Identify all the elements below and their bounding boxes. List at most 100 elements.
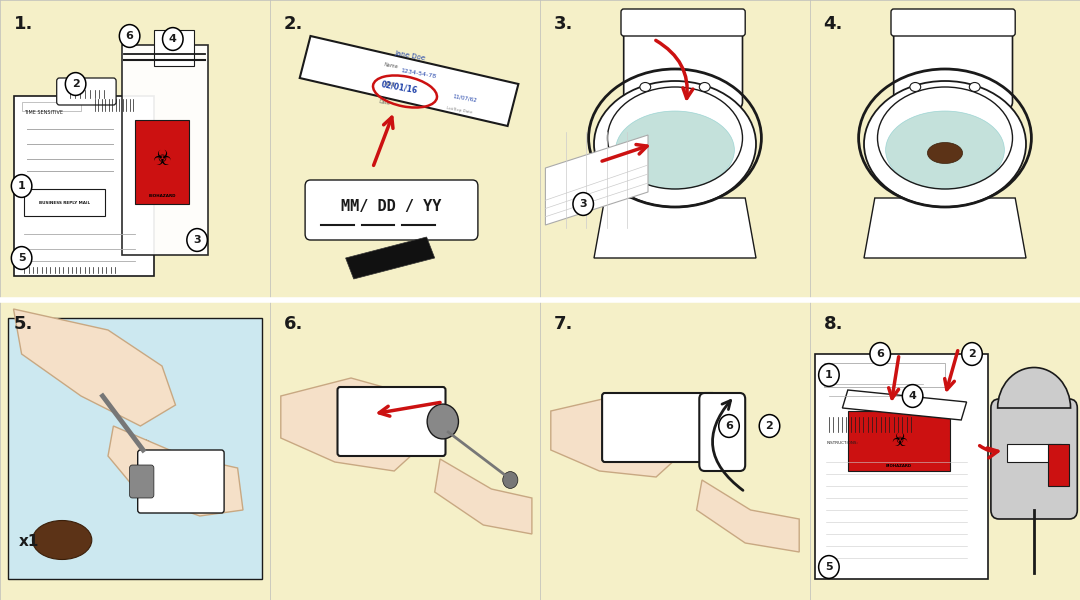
FancyBboxPatch shape	[135, 120, 189, 204]
FancyBboxPatch shape	[1048, 444, 1069, 486]
Text: MM/ DD / YY: MM/ DD / YY	[341, 199, 442, 214]
Text: ☣: ☣	[891, 432, 907, 450]
Text: 02/01/16: 02/01/16	[380, 80, 419, 95]
Polygon shape	[346, 237, 434, 279]
Text: 7.: 7.	[554, 315, 572, 333]
Text: 3: 3	[193, 235, 201, 245]
Circle shape	[12, 175, 32, 197]
Text: 1.: 1.	[13, 15, 32, 33]
Circle shape	[12, 247, 32, 269]
Text: x1: x1	[19, 534, 39, 549]
Text: TIME SENSITIVE: TIME SENSITIVE	[25, 110, 64, 115]
Text: BUSINESS REPLY MAIL: BUSINESS REPLY MAIL	[39, 200, 91, 205]
Text: 6: 6	[876, 349, 885, 359]
Ellipse shape	[886, 111, 1004, 189]
Polygon shape	[594, 198, 756, 258]
Circle shape	[870, 343, 890, 365]
Polygon shape	[13, 309, 175, 426]
Polygon shape	[697, 480, 799, 552]
Text: 4: 4	[168, 34, 177, 44]
Circle shape	[187, 229, 207, 251]
Circle shape	[962, 343, 983, 365]
Text: 8.: 8.	[824, 315, 843, 333]
Text: 4.: 4.	[824, 15, 842, 33]
Text: 1: 1	[17, 181, 26, 191]
Circle shape	[119, 25, 140, 47]
Text: BIOHAZARD: BIOHAZARD	[148, 194, 176, 198]
Circle shape	[66, 73, 86, 95]
Text: 2.: 2.	[283, 15, 302, 33]
FancyBboxPatch shape	[824, 363, 945, 387]
Text: 5: 5	[17, 253, 26, 263]
FancyBboxPatch shape	[56, 78, 117, 105]
Text: 6: 6	[125, 31, 134, 41]
Text: 1: 1	[825, 370, 833, 380]
FancyBboxPatch shape	[991, 399, 1077, 519]
FancyBboxPatch shape	[621, 9, 745, 36]
Text: 1234-54-78: 1234-54-78	[401, 68, 436, 79]
Text: 3: 3	[579, 199, 588, 209]
Text: BIOHAZARD: BIOHAZARD	[886, 464, 913, 468]
Text: 5: 5	[825, 562, 833, 572]
FancyBboxPatch shape	[13, 96, 154, 276]
Circle shape	[719, 415, 739, 437]
Polygon shape	[434, 459, 531, 534]
Text: 3.: 3.	[554, 15, 572, 33]
FancyBboxPatch shape	[815, 354, 988, 579]
Text: Jane Doe: Jane Doe	[394, 50, 427, 61]
FancyBboxPatch shape	[624, 18, 743, 108]
FancyBboxPatch shape	[25, 189, 106, 216]
Text: 2: 2	[71, 79, 80, 89]
FancyBboxPatch shape	[22, 102, 81, 111]
Text: 6: 6	[725, 421, 733, 431]
Circle shape	[573, 193, 594, 215]
FancyBboxPatch shape	[153, 30, 194, 66]
Polygon shape	[551, 396, 686, 477]
FancyBboxPatch shape	[603, 393, 715, 462]
Ellipse shape	[616, 111, 734, 189]
Text: MRN: MRN	[383, 81, 395, 88]
Text: Lot/Exp Date: Lot/Exp Date	[446, 106, 472, 115]
FancyBboxPatch shape	[130, 465, 153, 498]
Text: INSTRUCTIONS:: INSTRUCTIONS:	[826, 441, 859, 445]
Ellipse shape	[594, 81, 756, 207]
Text: 2: 2	[766, 421, 773, 431]
Ellipse shape	[928, 142, 962, 163]
Polygon shape	[545, 135, 648, 225]
FancyBboxPatch shape	[848, 411, 950, 471]
Text: 5.: 5.	[13, 315, 32, 333]
FancyBboxPatch shape	[700, 393, 745, 471]
FancyBboxPatch shape	[1008, 444, 1061, 462]
Text: 2: 2	[968, 349, 976, 359]
FancyBboxPatch shape	[121, 45, 207, 255]
Polygon shape	[864, 198, 1026, 258]
FancyBboxPatch shape	[138, 450, 225, 513]
Polygon shape	[842, 390, 967, 420]
Circle shape	[131, 439, 156, 467]
Circle shape	[759, 415, 780, 437]
Ellipse shape	[970, 82, 981, 91]
Text: ☣: ☣	[152, 149, 172, 169]
Text: 11/07/62: 11/07/62	[451, 94, 477, 103]
Circle shape	[428, 404, 459, 439]
Circle shape	[903, 385, 922, 407]
Circle shape	[503, 472, 518, 488]
Wedge shape	[998, 367, 1070, 408]
Circle shape	[819, 364, 839, 386]
FancyBboxPatch shape	[9, 318, 261, 579]
Ellipse shape	[864, 81, 1026, 207]
Polygon shape	[281, 378, 423, 471]
Polygon shape	[300, 36, 518, 126]
Ellipse shape	[32, 520, 92, 559]
FancyBboxPatch shape	[306, 180, 477, 240]
Text: Name: Name	[383, 62, 399, 70]
FancyBboxPatch shape	[891, 9, 1015, 36]
FancyBboxPatch shape	[894, 18, 1013, 108]
Circle shape	[819, 556, 839, 578]
Text: 6.: 6.	[283, 315, 302, 333]
Polygon shape	[108, 426, 243, 516]
Text: Date: Date	[378, 99, 391, 106]
Ellipse shape	[909, 82, 920, 91]
Circle shape	[163, 28, 184, 50]
Ellipse shape	[700, 82, 711, 91]
